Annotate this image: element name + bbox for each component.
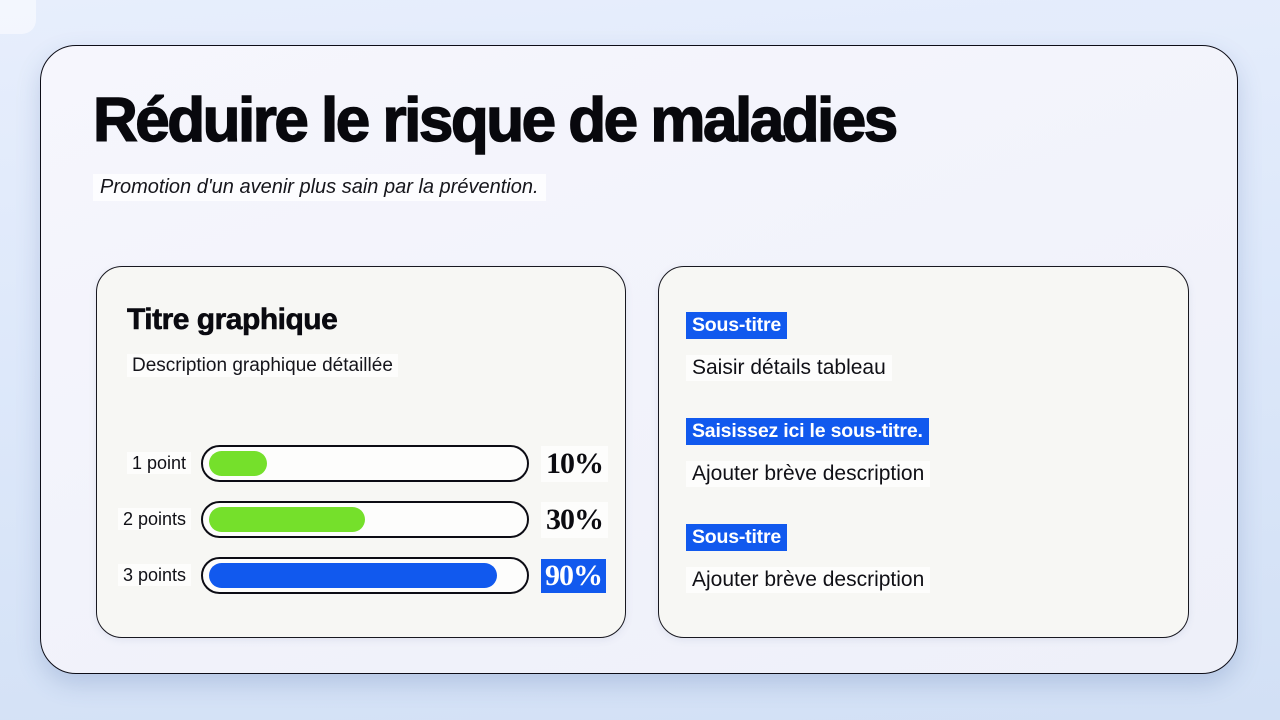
canvas-corner-patch xyxy=(0,0,36,34)
slide-title[interactable]: Réduire le risque de maladies xyxy=(92,86,899,155)
detail-body[interactable]: Ajouter brève description xyxy=(686,461,931,487)
bar-value-label: 90% xyxy=(541,558,606,593)
bar-value-label: 30% xyxy=(541,501,608,538)
bar-track xyxy=(201,557,529,594)
details-list: Sous-titre Saisir détails tableau Saisisse… xyxy=(686,312,1164,630)
detail-body[interactable]: Saisir détails tableau xyxy=(686,355,892,381)
bar-track xyxy=(201,501,529,538)
chart-description-text: Description graphique détaillée xyxy=(127,354,398,377)
bar-category-label-text: 1 point xyxy=(126,452,191,474)
subtitle-highlight[interactable]: Sous-titre xyxy=(686,524,788,551)
bar-row: 1 point 10% xyxy=(109,445,613,482)
detail-item: Sous-titre Saisir détails tableau xyxy=(686,312,1164,381)
slide-canvas: Réduire le risque de maladies Promotion … xyxy=(40,45,1238,674)
bar-category-label: 2 points xyxy=(109,508,191,530)
bar-fill xyxy=(209,507,365,532)
chart-description[interactable]: Description graphique détaillée xyxy=(127,354,398,377)
bar-value-label: 10% xyxy=(541,445,608,482)
bar-category-label: 3 points xyxy=(109,564,191,586)
subtitle-highlight[interactable]: Saisissez ici le sous-titre. xyxy=(686,418,929,445)
bar-fill xyxy=(209,451,268,476)
detail-item: Sous-titre Ajouter brève description xyxy=(686,524,1164,593)
chart-card: Titre graphique Description graphique dé… xyxy=(96,266,626,638)
bar-chart: 1 point 10% 2 points 30% 3 points 90% xyxy=(109,445,613,613)
detail-body[interactable]: Ajouter brève description xyxy=(686,567,931,593)
bar-category-label-text: 2 points xyxy=(117,508,191,530)
chart-title[interactable]: Titre graphique xyxy=(127,303,338,337)
detail-item: Saisissez ici le sous-titre. Ajouter brèv… xyxy=(686,418,1164,487)
slide-subtitle[interactable]: Promotion d'un avenir plus sain par la p… xyxy=(93,174,546,201)
bar-row: 3 points 90% xyxy=(109,557,613,594)
bar-category-label-text: 3 points xyxy=(117,564,191,586)
bar-row: 2 points 30% xyxy=(109,501,613,538)
bar-category-label: 1 point xyxy=(109,452,191,474)
details-card: Sous-titre Saisir détails tableau Saisisse… xyxy=(658,266,1189,638)
bar-track xyxy=(201,445,529,482)
subtitle-highlight[interactable]: Sous-titre xyxy=(686,312,788,339)
bar-fill xyxy=(209,563,498,588)
